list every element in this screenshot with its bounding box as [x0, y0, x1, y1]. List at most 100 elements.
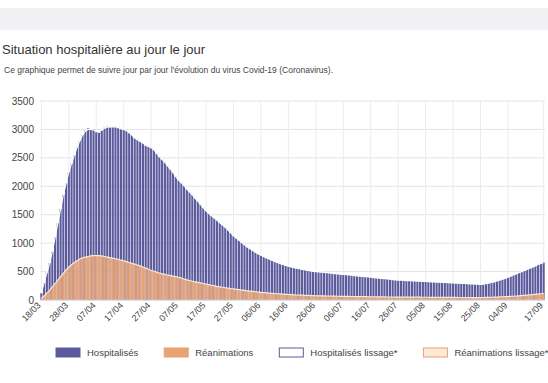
- bar: [147, 146, 149, 300]
- bar: [180, 278, 182, 300]
- series-0: [40, 126, 544, 300]
- bar: [147, 269, 149, 300]
- series-1: [40, 255, 544, 300]
- bar: [265, 258, 267, 300]
- bar: [268, 259, 270, 300]
- bar: [301, 295, 303, 300]
- series-2: [41, 127, 543, 294]
- bar: [90, 256, 92, 300]
- grid-line-x: [178, 101, 179, 300]
- bar: [529, 295, 531, 300]
- bar: [232, 289, 234, 300]
- bar: [145, 268, 147, 300]
- bar: [175, 177, 177, 300]
- smoothed-line: [41, 127, 543, 294]
- bar: [158, 273, 160, 300]
- bar: [84, 257, 86, 300]
- bar: [158, 157, 160, 300]
- grid-line-x: [315, 101, 316, 300]
- bar: [109, 258, 111, 300]
- bar: [205, 284, 207, 300]
- legend-label: Hospitalisés: [87, 347, 138, 358]
- bar: [532, 295, 534, 300]
- plot-area: [40, 126, 544, 300]
- x-tick-label: 17/05: [184, 300, 207, 323]
- bar: [164, 162, 166, 300]
- bar: [131, 135, 133, 300]
- bar: [202, 208, 204, 300]
- subtitle: Ce graphique permet de suivre jour par j…: [4, 65, 333, 75]
- bar: [95, 255, 97, 300]
- grid-line-x: [480, 101, 481, 300]
- bar: [194, 282, 196, 300]
- bar: [136, 265, 138, 300]
- bar: [246, 291, 248, 300]
- bar: [112, 258, 114, 300]
- bar: [219, 287, 221, 300]
- bar: [145, 145, 147, 300]
- bar: [235, 238, 237, 300]
- bar: [167, 166, 169, 300]
- header-band: [0, 8, 548, 30]
- bar: [65, 270, 67, 300]
- bar: [87, 257, 89, 300]
- bar: [260, 255, 262, 300]
- bar: [232, 236, 234, 300]
- bar: [282, 294, 284, 300]
- bar: [76, 261, 78, 300]
- bar: [128, 262, 130, 300]
- bar: [161, 160, 163, 300]
- bar: [199, 283, 201, 300]
- bar: [210, 216, 212, 300]
- bar: [62, 273, 64, 300]
- x-tick-label: 06/07: [322, 300, 345, 323]
- bar: [210, 285, 212, 300]
- bar: [263, 293, 265, 300]
- bar: [287, 294, 289, 300]
- bar: [51, 252, 53, 300]
- bar: [40, 293, 42, 300]
- bar: [186, 189, 188, 300]
- grid-line-x: [41, 101, 42, 300]
- bar: [205, 211, 207, 300]
- x-tick-label: 06/06: [239, 300, 262, 323]
- bar: [57, 280, 59, 300]
- title: Situation hospitalière au jour le jour: [2, 42, 205, 57]
- bar: [290, 295, 292, 300]
- bar: [142, 143, 144, 300]
- bar: [79, 259, 81, 300]
- bar: [84, 131, 86, 300]
- x-tick-label: 17/09: [522, 300, 545, 323]
- x-tick-label: 04/09: [486, 300, 509, 323]
- bar: [150, 270, 152, 300]
- y-tick-label: 500: [17, 266, 34, 277]
- bar: [109, 127, 111, 300]
- bar: [60, 209, 62, 300]
- bar: [235, 289, 237, 300]
- bar: [189, 192, 191, 300]
- bar: [221, 225, 223, 300]
- bar: [139, 266, 141, 300]
- bar: [216, 286, 218, 300]
- x-tick-label: 27/05: [212, 300, 235, 323]
- bar: [254, 292, 256, 300]
- grid-line-x: [543, 101, 544, 300]
- bar: [298, 295, 300, 300]
- y-tick-label: 1500: [12, 209, 35, 220]
- bar: [156, 153, 158, 300]
- bar: [254, 252, 256, 300]
- x-tick-label: 07/04: [75, 300, 98, 323]
- bar: [191, 195, 193, 300]
- bar: [276, 294, 278, 300]
- bar: [540, 294, 542, 300]
- bar: [268, 293, 270, 300]
- bar: [221, 287, 223, 300]
- bar: [175, 277, 177, 300]
- bar: [227, 230, 229, 300]
- bar: [51, 287, 53, 300]
- bar: [87, 128, 89, 300]
- bar: [95, 132, 97, 300]
- bar: [293, 295, 295, 300]
- bar: [98, 133, 100, 300]
- grid-line-x: [288, 101, 289, 300]
